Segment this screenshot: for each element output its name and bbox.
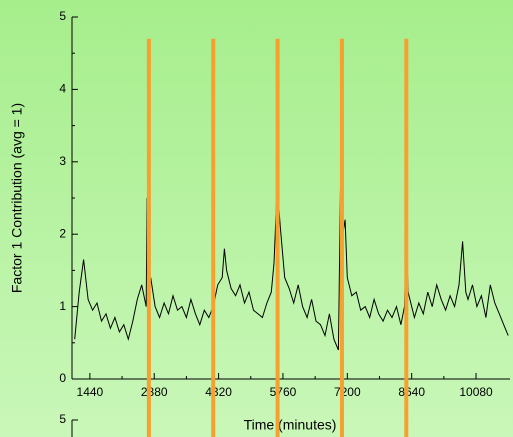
x-tick-label: 5760 — [270, 385, 297, 399]
x-axis-label: Time (minutes) — [244, 417, 337, 433]
y-tick-label: 1 — [59, 299, 66, 313]
y-tick-label: 4 — [59, 82, 66, 96]
x-tick-label: 4320 — [205, 385, 232, 399]
y-axis-label: Factor 1 Contribution (avg = 1) — [9, 103, 25, 293]
x-tick-label: 10080 — [459, 385, 493, 399]
x-tick-label: 8640 — [398, 385, 425, 399]
x-tick-label: 2880 — [141, 385, 168, 399]
y-tick-label: 5 — [59, 9, 66, 23]
x-tick-label: 7200 — [334, 385, 361, 399]
y-tick-label: 5 — [59, 412, 66, 426]
y-tick-label: 0 — [59, 371, 66, 385]
y-tick-label: 3 — [59, 154, 66, 168]
y-tick-label: 2 — [59, 226, 66, 240]
x-tick-label: 1440 — [77, 385, 104, 399]
